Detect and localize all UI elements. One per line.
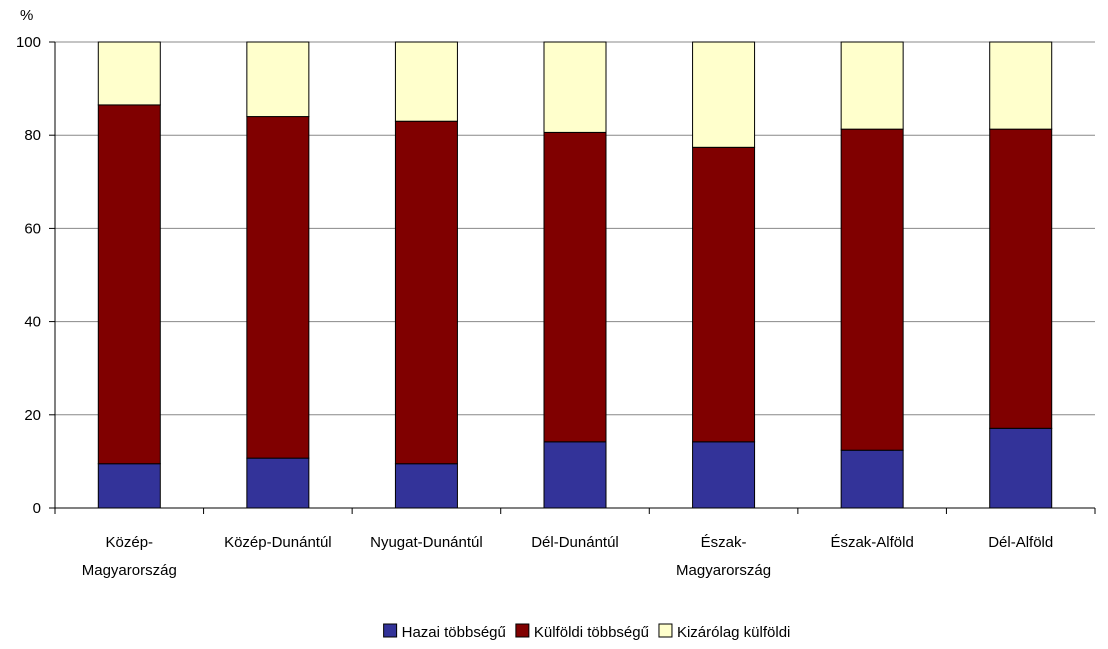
bar-segment-7-series-3 bbox=[989, 41, 1053, 130]
bar-segment-5-series-2 bbox=[692, 146, 756, 443]
bar-segment-7-series-1 bbox=[989, 427, 1053, 509]
x-category-label: Közép- bbox=[106, 534, 154, 551]
y-tick-label-20: 20 bbox=[24, 407, 41, 424]
y-tick-label-60: 60 bbox=[24, 220, 41, 237]
bar-segment-5-series-1 bbox=[692, 441, 756, 509]
legend-swatch-2 bbox=[515, 623, 530, 638]
y-axis-unit-label: % bbox=[20, 7, 33, 24]
x-category-labels: Közép- Magyarország Közép-Dunántúl Nyugat-D… bbox=[82, 534, 1053, 579]
bar-segment-1-series-1 bbox=[97, 463, 161, 509]
bar-segment-2-series-3 bbox=[246, 41, 310, 118]
y-tick-label-80: 80 bbox=[24, 127, 41, 144]
x-category-label: Közép-Dunántúl bbox=[224, 534, 332, 551]
bars bbox=[97, 41, 1053, 509]
x-category-label: Dél-Alföld bbox=[988, 534, 1053, 551]
x-category-label: Magyarország bbox=[82, 562, 177, 579]
legend-label-3: Kizárólag külföldi bbox=[677, 624, 790, 641]
bar-segment-7-series-2 bbox=[989, 128, 1053, 429]
bar-segment-6-series-2 bbox=[840, 128, 904, 451]
axes bbox=[49, 41, 1096, 514]
legend-label-1: Hazai többségű bbox=[402, 624, 506, 641]
bar-segment-1-series-2 bbox=[97, 104, 161, 465]
x-category-label: Magyarország bbox=[676, 562, 771, 579]
legend-swatch-3 bbox=[658, 623, 673, 638]
x-category-label: Észak- bbox=[701, 534, 747, 551]
y-tick-label-40: 40 bbox=[24, 314, 41, 331]
legend-label-2: Külföldi többségű bbox=[534, 624, 649, 641]
bar-segment-4-series-3 bbox=[543, 41, 607, 133]
legend-swatch-1 bbox=[383, 623, 398, 638]
bar-segment-4-series-1 bbox=[543, 441, 607, 509]
bar-segment-3-series-2 bbox=[394, 120, 458, 465]
x-category-label: Nyugat-Dunántúl bbox=[370, 534, 483, 551]
bar-segment-4-series-2 bbox=[543, 131, 607, 443]
bar-segment-3-series-3 bbox=[394, 41, 458, 122]
bar-segment-6-series-3 bbox=[840, 41, 904, 130]
x-category-label: Észak-Alföld bbox=[830, 534, 913, 551]
bar-segment-1-series-3 bbox=[97, 41, 161, 106]
bar-segment-6-series-1 bbox=[840, 449, 904, 509]
y-tick-labels: 0 20 40 60 80 100 bbox=[16, 34, 41, 517]
x-category-label: Dél-Dunántúl bbox=[531, 534, 619, 551]
bar-segment-5-series-3 bbox=[692, 41, 756, 148]
bar-segment-2-series-2 bbox=[246, 116, 310, 459]
legend: Hazai többségű Külföldi többségű Kizárólag… bbox=[383, 623, 790, 641]
bar-segment-2-series-1 bbox=[246, 457, 310, 509]
y-tick-label-0: 0 bbox=[33, 500, 41, 517]
bar-segment-3-series-1 bbox=[394, 463, 458, 509]
y-tick-label-100: 100 bbox=[16, 34, 41, 51]
